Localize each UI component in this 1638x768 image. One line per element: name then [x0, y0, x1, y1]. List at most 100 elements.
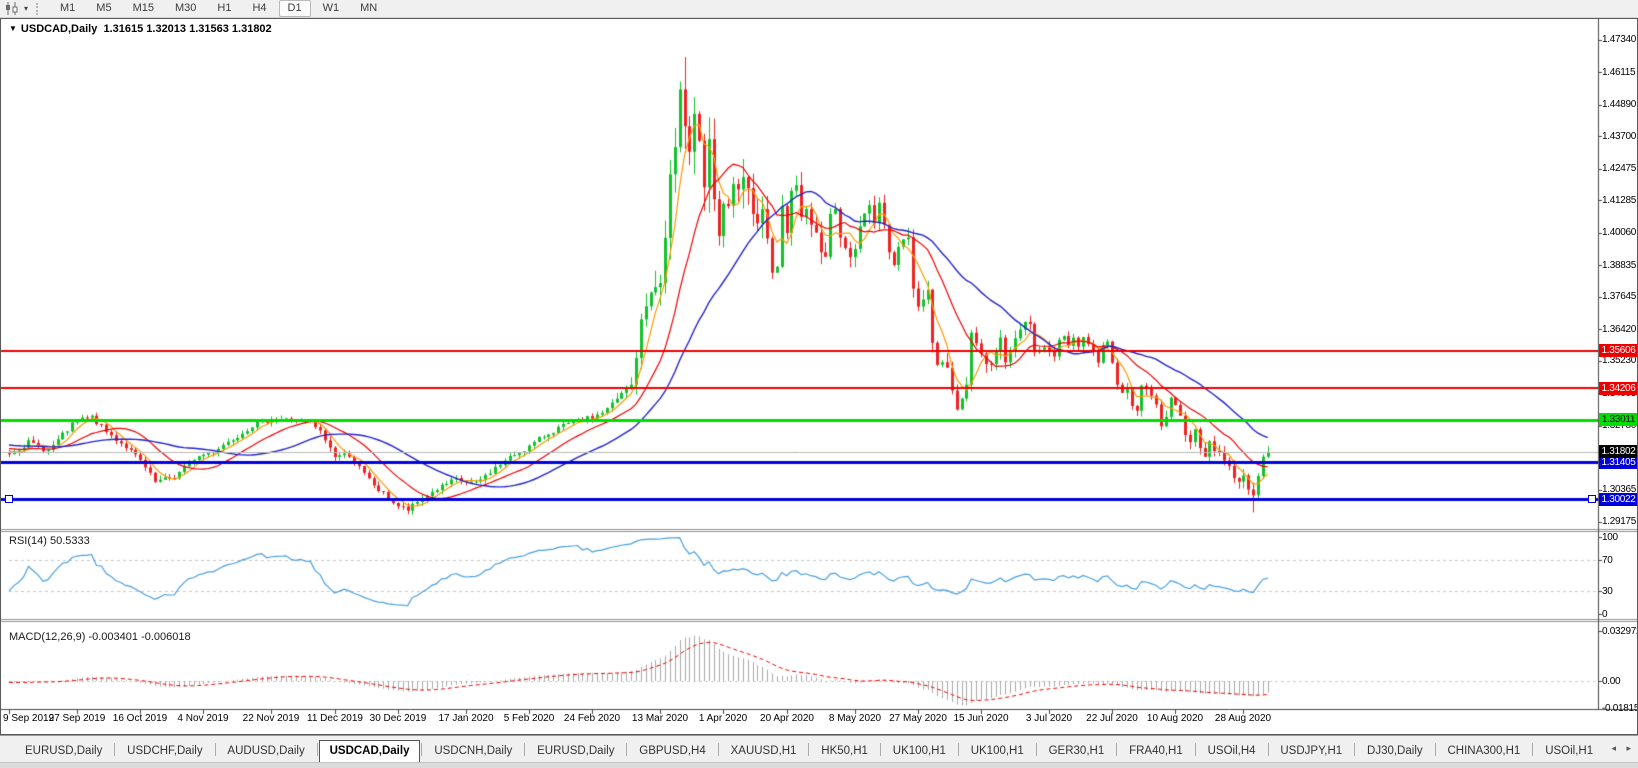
price-axis-tick: 1.41285	[1602, 194, 1637, 206]
date-axis-label: 13 Mar 2020	[631, 713, 689, 724]
date-axis-label: 24 Feb 2020	[563, 713, 621, 724]
chart-tab-ger30-h1[interactable]: GER30,H1	[1048, 745, 1105, 757]
macd-axis-tick: 0.032972	[1602, 625, 1638, 637]
tab-separator	[316, 743, 318, 756]
chart-tab-usoil-h4[interactable]: USOil,H4	[1207, 745, 1256, 757]
tab-separator	[1532, 743, 1534, 756]
date-axis-label: 1 Apr 2020	[698, 713, 748, 724]
chart-tab-eurusd-daily[interactable]: EURUSD,Daily	[537, 745, 615, 757]
date-axis-label: 17 Jan 2020	[438, 713, 494, 724]
toolbar-grip[interactable]	[36, 2, 43, 15]
date-axis-label: 9 Sep 2019	[3, 713, 55, 724]
date-axis-label: 10 Aug 2020	[1146, 713, 1204, 724]
current-price-badge: 1.31802	[1599, 445, 1637, 459]
tab-separator	[1194, 743, 1196, 756]
chart-tab-usdchf-daily[interactable]: USDCHF,Daily	[127, 745, 203, 757]
timeframe-button-m15[interactable]: M15	[132, 2, 154, 14]
price-chart-canvas[interactable]	[1, 19, 1637, 734]
date-axis-label: 5 Feb 2020	[503, 713, 555, 724]
chart-overlay: ▼ USDCAD,Daily 1.31615 1.32013 1.31563 1.…	[1, 19, 1637, 734]
price-axis-tick: 1.30365	[1602, 484, 1637, 496]
chart-title: ▼ USDCAD,Daily 1.31615 1.32013 1.31563 1.…	[9, 23, 272, 35]
chart-tab-usdjpy-h1[interactable]: USDJPY,H1	[1280, 745, 1343, 757]
hline-drag-handle[interactable]	[1588, 495, 1596, 504]
date-axis-label: 27 Sep 2019	[48, 713, 106, 724]
chart-tab-eurusd-daily[interactable]: EURUSD,Daily	[25, 745, 103, 757]
tabbar-scroll-strip[interactable]	[0, 762, 1638, 768]
tab-separator	[214, 743, 216, 756]
date-axis-label: 27 May 2020	[889, 713, 947, 724]
timeframe-buttons: M1 M5 M15 M30 H1 H4 D1 W1 MN	[51, 0, 386, 17]
candlestick-chart-icon[interactable]	[4, 2, 20, 16]
hline-price-badge[interactable]: 1.34206	[1599, 381, 1637, 395]
price-axis-tick: 1.29175	[1602, 516, 1637, 528]
tab-separator	[808, 743, 810, 756]
tab-separator	[1035, 743, 1037, 756]
price-axis-tick: 1.46115	[1602, 66, 1636, 78]
price-axis-tick: 1.38835	[1602, 259, 1637, 271]
tab-separator	[957, 743, 959, 756]
date-axis-label: 15 Jun 2020	[953, 713, 1009, 724]
chart-tabs: EURUSD,Daily USDCHF,Daily AUDUSD,Daily USDC…	[0, 736, 1638, 762]
chart-tab-gbpusd-h4[interactable]: GBPUSD,H4	[639, 745, 706, 757]
tab-separator	[1434, 743, 1436, 756]
date-axis-label: 3 Jul 2020	[1025, 713, 1073, 724]
chart-tab-hk50-h1[interactable]: HK50,H1	[821, 745, 868, 757]
chart-tab-uk100-h1[interactable]: UK100,H1	[892, 745, 946, 757]
macd-axis-tick: 0.00	[1602, 675, 1621, 687]
price-axis-tick: 1.40060	[1602, 227, 1637, 239]
timeframe-button-w1[interactable]: W1	[322, 2, 340, 14]
timeframe-button-h1[interactable]: H1	[217, 2, 232, 14]
date-axis-label: 22 Jul 2020	[1086, 713, 1138, 724]
hline-price-badge[interactable]: 1.31405	[1599, 455, 1637, 469]
chart-tab-xauusd-h1[interactable]: XAUUSD,H1	[730, 745, 797, 757]
macd-indicator-label: MACD(12,26,9) -0.003401 -0.006018	[9, 631, 191, 643]
tab-separator	[626, 743, 628, 756]
rsi-axis-tick: 70	[1602, 554, 1613, 566]
macd-axis-tick: -0.01815	[1602, 703, 1638, 714]
tab-separator	[524, 743, 526, 756]
rsi-axis-tick: 100	[1602, 531, 1618, 543]
tab-separator	[1267, 743, 1269, 756]
tab-scroll-arrows-icon[interactable]: ◂ ▸	[1611, 743, 1635, 753]
chart-symbol-label: USDCAD,Daily	[20, 23, 98, 35]
price-axis-tick: 1.42475	[1602, 163, 1637, 175]
rsi-axis-tick: 30	[1602, 585, 1613, 597]
date-axis-label: 20 Apr 2020	[760, 713, 814, 724]
timeframe-button-d1[interactable]: D1	[278, 0, 311, 17]
date-axis-label: 16 Oct 2019	[112, 713, 168, 724]
tab-separator	[1116, 743, 1118, 756]
tab-separator	[1354, 743, 1356, 756]
tab-separator	[879, 743, 881, 756]
chart-tab-audusd-daily[interactable]: AUDUSD,Daily	[227, 745, 305, 757]
chart-tab-dj30-daily[interactable]: DJ30,Daily	[1367, 745, 1423, 757]
price-axis-tick: 1.35230	[1602, 355, 1637, 367]
caret-down-icon[interactable]: ▾	[24, 3, 29, 13]
chart-collapse-icon[interactable]: ▼	[9, 24, 17, 33]
timeframe-button-m1[interactable]: M1	[60, 2, 76, 14]
chart-tab-china300-h1[interactable]: CHINA300,H1	[1447, 745, 1521, 757]
chart-tab-usdcad-daily[interactable]: USDCAD,Daily	[318, 740, 421, 762]
chart-tab-uk100-h1[interactable]: UK100,H1	[970, 745, 1024, 757]
hline-price-badge[interactable]: 1.33011	[1599, 413, 1637, 427]
hline-price-badge[interactable]: 1.30022	[1599, 492, 1637, 506]
date-axis-label: 22 Nov 2019	[242, 713, 300, 724]
hline-price-badge[interactable]: 1.35606	[1599, 344, 1637, 358]
date-axis-label: 28 Aug 2020	[1214, 713, 1272, 724]
chart-tab-bar: EURUSD,Daily USDCHF,Daily AUDUSD,Daily USDC…	[0, 735, 1638, 768]
hline-drag-handle[interactable]	[5, 495, 13, 504]
price-axis-tick: 1.44890	[1602, 99, 1637, 111]
chart-tab-fra40-h1[interactable]: FRA40,H1	[1129, 745, 1183, 757]
date-axis-label: 8 May 2020	[828, 713, 882, 724]
timeframe-button-m30[interactable]: M30	[174, 2, 197, 14]
rsi-indicator-label: RSI(14) 50.5333	[9, 535, 90, 547]
timeframe-button-h4[interactable]: H4	[252, 2, 267, 14]
timeframe-button-mn[interactable]: MN	[360, 2, 378, 14]
price-axis-tick: 1.36420	[1602, 323, 1637, 335]
timeframe-button-m5[interactable]: M5	[96, 2, 112, 14]
rsi-axis-tick: 0	[1602, 608, 1608, 620]
chart-tab-usoil-h1[interactable]: USOil,H1	[1545, 745, 1594, 757]
chart-tab-usdcnh-daily[interactable]: USDCNH,Daily	[434, 745, 513, 757]
date-axis-label: 4 Nov 2019	[177, 713, 229, 724]
date-axis-label: 30 Dec 2019	[369, 713, 427, 724]
